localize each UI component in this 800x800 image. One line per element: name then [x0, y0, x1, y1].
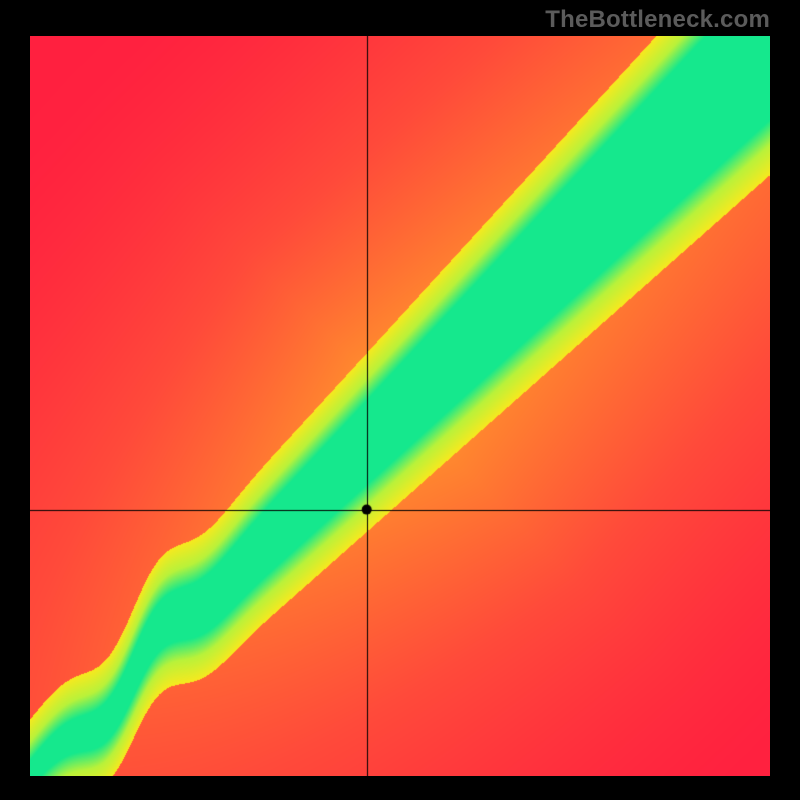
watermark-text: TheBottleneck.com	[545, 6, 770, 34]
image-root: TheBottleneck.com	[0, 0, 800, 800]
bottleneck-heatmap	[30, 36, 770, 776]
